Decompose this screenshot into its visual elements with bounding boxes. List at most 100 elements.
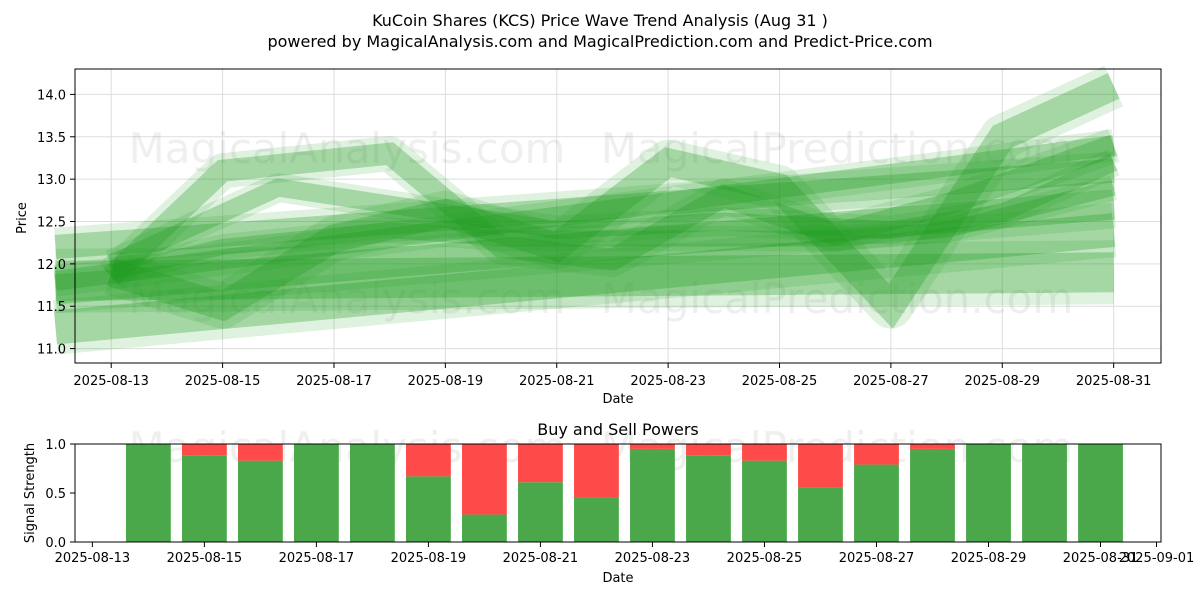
wave-band-halo: [53, 180, 1116, 314]
price-wave-bands: [53, 65, 1124, 355]
y-tick-label: 0.0: [45, 536, 66, 551]
sell-bar: [181, 444, 227, 456]
buy-bar: [966, 444, 1011, 542]
wave-band-halo: [55, 240, 1114, 313]
x-tick-label: 2025-08-17: [296, 374, 372, 389]
sell-bar: [406, 444, 451, 477]
buy-bar: [686, 455, 731, 542]
buy-sell-y-axis-label: Signal Strength: [23, 443, 38, 543]
x-tick-label: 2025-08-31: [1063, 551, 1139, 566]
wave-band: [103, 134, 1118, 285]
x-tick-label: 2025-08-15: [167, 551, 243, 566]
watermark-left-top: MagicalAnalysis.com: [129, 124, 566, 173]
x-tick-label: 2025-08-27: [839, 551, 915, 566]
price-gridlines: [75, 69, 1161, 363]
price-x-axis-label: Date: [602, 392, 633, 407]
x-tick-label: 2025-08-21: [519, 374, 595, 389]
buy-sell-panel: Buy and Sell Powers MagicalAnalysis.com …: [23, 420, 1194, 586]
buy-bar: [1078, 444, 1123, 542]
sell-bar: [686, 444, 731, 456]
y-tick-label: 13.0: [37, 173, 66, 188]
sell-bar: [462, 444, 507, 515]
x-tick-label: 2025-08-19: [391, 551, 467, 566]
wave-band-halo: [105, 149, 1120, 277]
buy-bar: [798, 487, 843, 542]
x-tick-label: 2025-08-13: [55, 551, 131, 566]
buy-sell-x-axis-ticks: 2025-08-13 2025-08-15 2025-08-17 2025-08-19…: [55, 542, 1195, 566]
sell-bar: [854, 444, 899, 465]
buy-bar: [1022, 444, 1067, 542]
x-tick-label: 2025-08-17: [279, 551, 355, 566]
buy-bar: [350, 444, 395, 542]
y-tick-label: 12.5: [37, 216, 66, 231]
wave-band-halo: [53, 202, 1117, 355]
price-plot-frame: [74, 68, 1162, 364]
watermark-left-mid: MagicalAnalysis.com: [129, 274, 566, 323]
price-plot-area: [75, 69, 1161, 363]
x-tick-label: 2025-08-29: [951, 551, 1027, 566]
wave-band-halo: [108, 175, 1117, 285]
y-tick-label: 0.5: [45, 487, 66, 502]
sell-bar: [630, 444, 675, 449]
wave-band: [54, 135, 1115, 291]
sell-bar: [574, 444, 619, 498]
chart-subtitle: powered by MagicalAnalysis.com and Magic…: [267, 32, 932, 51]
buy-bar: [518, 482, 563, 542]
y-tick-label: 13.5: [37, 131, 66, 146]
buy-bar: [630, 448, 675, 542]
buy-bar: [854, 464, 899, 542]
buy-bar: [125, 444, 171, 542]
x-tick-label: 2025-08-25: [742, 374, 818, 389]
buy-bar: [574, 497, 619, 542]
buy-bar: [181, 455, 227, 542]
chart-title: KuCoin Shares (KCS) Price Wave Trend Ana…: [372, 11, 828, 30]
buy-sell-bars: [125, 444, 1123, 542]
buy-bar: [406, 476, 451, 542]
y-tick-label: 12.0: [37, 258, 66, 273]
sell-bar: [742, 444, 787, 461]
wave-band: [109, 179, 1116, 281]
wave-band: [55, 252, 1114, 301]
watermark-right-top: MagicalPrediction.com: [601, 124, 1074, 173]
price-x-axis-ticks: 2025-08-13 2025-08-15 2025-08-17 2025-08-19…: [73, 363, 1151, 389]
buy-bar: [293, 444, 339, 542]
sell-bar: [910, 444, 955, 449]
sell-bar: [798, 444, 843, 488]
x-tick-label: 2025-08-27: [853, 374, 929, 389]
price-y-axis-ticks: 11.0 11.5 12.0 12.5 13.0 13.5 14.0: [37, 88, 75, 358]
wave-band: [107, 154, 1118, 273]
sell-bar: [518, 444, 563, 483]
buy-bar: [742, 460, 787, 542]
buy-bar: [462, 514, 507, 542]
wave-band: [107, 73, 1120, 329]
wave-band-halo: [53, 129, 1116, 297]
x-tick-label: 2025-08-29: [964, 374, 1040, 389]
x-tick-label: 2025-08-23: [630, 374, 706, 389]
y-tick-label: 14.0: [37, 88, 66, 103]
y-tick-label: 11.0: [37, 343, 66, 358]
x-tick-label: 2025-08-19: [408, 374, 484, 389]
buy-bar: [910, 448, 955, 542]
buy-bar: [237, 460, 283, 542]
wave-band-halo: [104, 65, 1124, 329]
x-tick-label: 2025-09-01: [1119, 551, 1195, 566]
x-tick-label: 2025-08-15: [185, 374, 261, 389]
buy-sell-title: Buy and Sell Powers: [537, 420, 699, 439]
buy-sell-y-axis-ticks: 0.0 0.5 1.0: [45, 438, 75, 551]
wave-band-halo: [54, 151, 1116, 267]
wave-band-halo: [99, 128, 1120, 290]
x-tick-label: 2025-08-21: [503, 551, 579, 566]
y-tick-label: 1.0: [45, 438, 66, 453]
watermark-right-mid: MagicalPrediction.com: [601, 274, 1074, 323]
wave-band: [53, 213, 1116, 345]
x-tick-label: 2025-08-25: [727, 551, 803, 566]
wave-band: [54, 189, 1115, 305]
x-tick-label: 2025-08-23: [615, 551, 691, 566]
sell-bar: [237, 444, 283, 461]
price-y-axis-label: Price: [15, 202, 30, 234]
y-tick-label: 11.5: [37, 300, 66, 315]
wave-band: [54, 158, 1115, 259]
x-tick-label: 2025-08-31: [1076, 374, 1152, 389]
buy-sell-x-axis-label: Date: [602, 571, 633, 586]
